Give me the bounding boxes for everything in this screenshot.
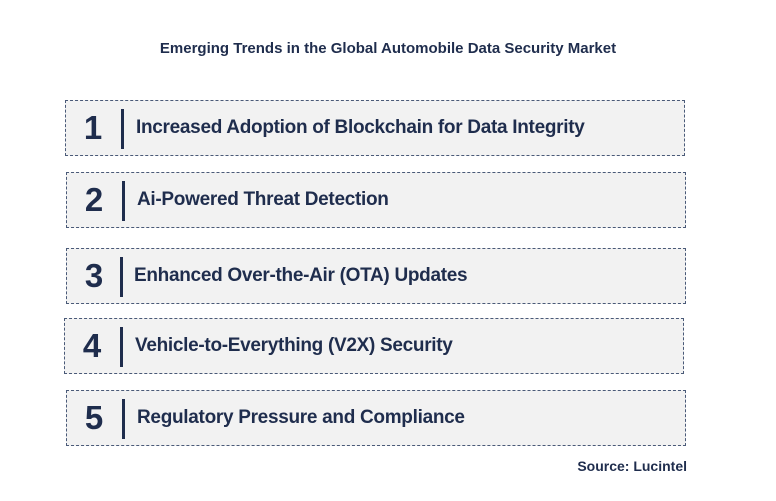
trend-divider bbox=[121, 109, 124, 149]
trend-number: 2 bbox=[84, 181, 104, 218]
trend-label: Increased Adoption of Blockchain for Dat… bbox=[136, 117, 585, 138]
trend-number: 1 bbox=[83, 109, 103, 146]
trend-divider bbox=[120, 257, 123, 297]
trend-label: Regulatory Pressure and Compliance bbox=[137, 407, 465, 428]
trend-divider bbox=[122, 399, 125, 439]
trend-item-2: 2 Ai-Powered Threat Detection bbox=[66, 172, 686, 228]
trend-item-1: 1 Increased Adoption of Blockchain for D… bbox=[65, 100, 685, 156]
trend-item-5: 5 Regulatory Pressure and Compliance bbox=[66, 390, 686, 446]
diagram-title: Emerging Trends in the Global Automobile… bbox=[159, 40, 617, 57]
trend-divider bbox=[122, 181, 125, 221]
trend-label: Enhanced Over-the-Air (OTA) Updates bbox=[134, 265, 468, 286]
trend-item-4: 4 Vehicle-to-Everything (V2X) Security bbox=[64, 318, 684, 374]
trend-number: 4 bbox=[82, 327, 102, 364]
trend-number: 5 bbox=[84, 399, 104, 436]
trend-divider bbox=[120, 327, 123, 367]
trend-number: 3 bbox=[84, 257, 104, 294]
trend-label: Ai-Powered Threat Detection bbox=[137, 189, 389, 210]
trend-label: Vehicle-to-Everything (V2X) Security bbox=[135, 335, 453, 356]
source-note: Source: Lucintel bbox=[577, 458, 687, 474]
trend-item-3: 3 Enhanced Over-the-Air (OTA) Updates bbox=[66, 248, 686, 304]
